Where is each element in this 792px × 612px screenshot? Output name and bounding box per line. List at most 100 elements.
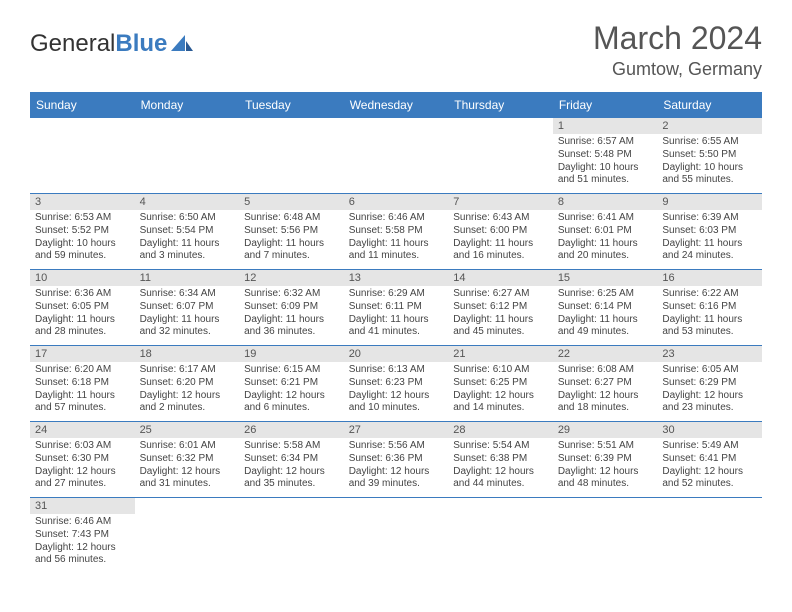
daylight-text: Daylight: 11 hours [244,238,339,251]
calendar-day-cell: 18Sunrise: 6:17 AMSunset: 6:20 PMDayligh… [135,346,240,422]
calendar-day-cell: 29Sunrise: 5:51 AMSunset: 6:39 PMDayligh… [553,422,658,498]
sunrise-text: Sunrise: 6:15 AM [244,364,339,377]
day-number: 26 [239,422,344,438]
day-number: 17 [30,346,135,362]
calendar-day-cell [30,118,135,194]
calendar-table: Sunday Monday Tuesday Wednesday Thursday… [30,92,762,573]
calendar-day-cell: 17Sunrise: 6:20 AMSunset: 6:18 PMDayligh… [30,346,135,422]
calendar-week-row: 10Sunrise: 6:36 AMSunset: 6:05 PMDayligh… [30,270,762,346]
daylight-text: Daylight: 11 hours [558,314,653,327]
sunrise-text: Sunrise: 6:53 AM [35,212,130,225]
logo-sail-icon [171,30,193,58]
daylight-text: and 23 minutes. [662,402,757,415]
day-number: 7 [448,194,553,210]
sunrise-text: Sunrise: 5:56 AM [349,440,444,453]
daylight-text: and 44 minutes. [453,478,548,491]
daylight-text: Daylight: 11 hours [140,238,235,251]
weekday-header: Friday [553,92,658,118]
calendar-day-cell: 3Sunrise: 6:53 AMSunset: 5:52 PMDaylight… [30,194,135,270]
calendar-day-cell [657,498,762,574]
day-number: 15 [553,270,658,286]
daylight-text: and 59 minutes. [35,250,130,263]
daylight-text: and 39 minutes. [349,478,444,491]
daylight-text: and 32 minutes. [140,326,235,339]
sunrise-text: Sunrise: 6:08 AM [558,364,653,377]
sunrise-text: Sunrise: 6:36 AM [35,288,130,301]
sunrise-text: Sunrise: 6:48 AM [244,212,339,225]
day-number: 6 [344,194,449,210]
daylight-text: Daylight: 11 hours [349,238,444,251]
sunrise-text: Sunrise: 6:10 AM [453,364,548,377]
day-number: 24 [30,422,135,438]
weekday-header: Monday [135,92,240,118]
daylight-text: Daylight: 11 hours [558,238,653,251]
calendar-day-cell [135,498,240,574]
sunrise-text: Sunrise: 6:01 AM [140,440,235,453]
sunset-text: Sunset: 6:03 PM [662,225,757,238]
daylight-text: Daylight: 10 hours [35,238,130,251]
daylight-text: and 28 minutes. [35,326,130,339]
sunrise-text: Sunrise: 6:55 AM [662,136,757,149]
daylight-text: and 41 minutes. [349,326,444,339]
calendar-day-cell: 25Sunrise: 6:01 AMSunset: 6:32 PMDayligh… [135,422,240,498]
day-number: 28 [448,422,553,438]
day-number: 14 [448,270,553,286]
weekday-header: Thursday [448,92,553,118]
daylight-text: and 45 minutes. [453,326,548,339]
calendar-day-cell [135,118,240,194]
sunrise-text: Sunrise: 6:20 AM [35,364,130,377]
sunset-text: Sunset: 6:07 PM [140,301,235,314]
sunset-text: Sunset: 6:21 PM [244,377,339,390]
daylight-text: Daylight: 12 hours [662,390,757,403]
calendar-day-cell: 15Sunrise: 6:25 AMSunset: 6:14 PMDayligh… [553,270,658,346]
sunset-text: Sunset: 6:20 PM [140,377,235,390]
daylight-text: Daylight: 12 hours [35,542,130,555]
sunrise-text: Sunrise: 5:49 AM [662,440,757,453]
calendar-week-row: 17Sunrise: 6:20 AMSunset: 6:18 PMDayligh… [30,346,762,422]
calendar-day-cell: 14Sunrise: 6:27 AMSunset: 6:12 PMDayligh… [448,270,553,346]
weekday-header: Sunday [30,92,135,118]
calendar-day-cell: 16Sunrise: 6:22 AMSunset: 6:16 PMDayligh… [657,270,762,346]
sunset-text: Sunset: 6:32 PM [140,453,235,466]
logo-text-general: General [30,30,115,58]
daylight-text: and 53 minutes. [662,326,757,339]
daylight-text: Daylight: 11 hours [662,238,757,251]
sunset-text: Sunset: 6:34 PM [244,453,339,466]
sunrise-text: Sunrise: 5:54 AM [453,440,548,453]
daylight-text: and 6 minutes. [244,402,339,415]
calendar-day-cell: 31Sunrise: 6:46 AMSunset: 7:43 PMDayligh… [30,498,135,574]
daylight-text: Daylight: 11 hours [35,314,130,327]
daylight-text: Daylight: 12 hours [558,390,653,403]
weekday-header: Saturday [657,92,762,118]
sunrise-text: Sunrise: 6:50 AM [140,212,235,225]
day-number: 25 [135,422,240,438]
sunset-text: Sunset: 5:54 PM [140,225,235,238]
daylight-text: Daylight: 12 hours [662,466,757,479]
calendar-day-cell [239,498,344,574]
calendar-day-cell: 27Sunrise: 5:56 AMSunset: 6:36 PMDayligh… [344,422,449,498]
day-number: 1 [553,118,658,134]
sunset-text: Sunset: 6:36 PM [349,453,444,466]
calendar-day-cell: 23Sunrise: 6:05 AMSunset: 6:29 PMDayligh… [657,346,762,422]
calendar-day-cell [448,498,553,574]
sunrise-text: Sunrise: 6:03 AM [35,440,130,453]
day-number: 12 [239,270,344,286]
sunrise-text: Sunrise: 6:22 AM [662,288,757,301]
daylight-text: Daylight: 10 hours [558,162,653,175]
day-number: 21 [448,346,553,362]
calendar-day-cell: 19Sunrise: 6:15 AMSunset: 6:21 PMDayligh… [239,346,344,422]
daylight-text: and 20 minutes. [558,250,653,263]
daylight-text: Daylight: 12 hours [349,466,444,479]
calendar-day-cell: 30Sunrise: 5:49 AMSunset: 6:41 PMDayligh… [657,422,762,498]
daylight-text: and 49 minutes. [558,326,653,339]
calendar-day-cell [239,118,344,194]
day-number: 20 [344,346,449,362]
calendar-day-cell: 26Sunrise: 5:58 AMSunset: 6:34 PMDayligh… [239,422,344,498]
calendar-day-cell: 21Sunrise: 6:10 AMSunset: 6:25 PMDayligh… [448,346,553,422]
calendar-day-cell: 9Sunrise: 6:39 AMSunset: 6:03 PMDaylight… [657,194,762,270]
day-number: 22 [553,346,658,362]
daylight-text: Daylight: 11 hours [244,314,339,327]
sunset-text: Sunset: 5:48 PM [558,149,653,162]
day-number: 11 [135,270,240,286]
calendar-week-row: 3Sunrise: 6:53 AMSunset: 5:52 PMDaylight… [30,194,762,270]
